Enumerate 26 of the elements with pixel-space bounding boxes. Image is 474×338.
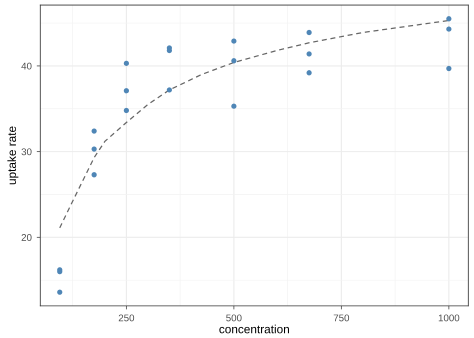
point [446, 16, 452, 22]
y-axis-title: uptake rate [7, 126, 18, 184]
point [92, 128, 97, 134]
x-tick-label: 1000 [438, 314, 460, 322]
point [306, 30, 312, 36]
point [92, 172, 97, 178]
x-tick-label: 250 [118, 314, 134, 322]
point [124, 88, 129, 94]
point [446, 66, 452, 72]
point [57, 290, 62, 295]
point [306, 70, 312, 76]
point [446, 26, 452, 32]
point [166, 87, 172, 93]
y-tick-label: 20 [22, 234, 32, 241]
point [92, 146, 97, 152]
point [231, 104, 236, 109]
point [231, 58, 236, 64]
x-tick-label: 750 [334, 314, 350, 322]
x-axis-title: concentration [219, 324, 289, 334]
point [231, 38, 236, 44]
y-tick-label: 40 [21, 62, 32, 70]
x-tick-label: 500 [226, 314, 242, 322]
point [124, 60, 129, 66]
y-tick-label: 30 [22, 148, 32, 156]
point [124, 108, 129, 114]
point [306, 51, 312, 57]
